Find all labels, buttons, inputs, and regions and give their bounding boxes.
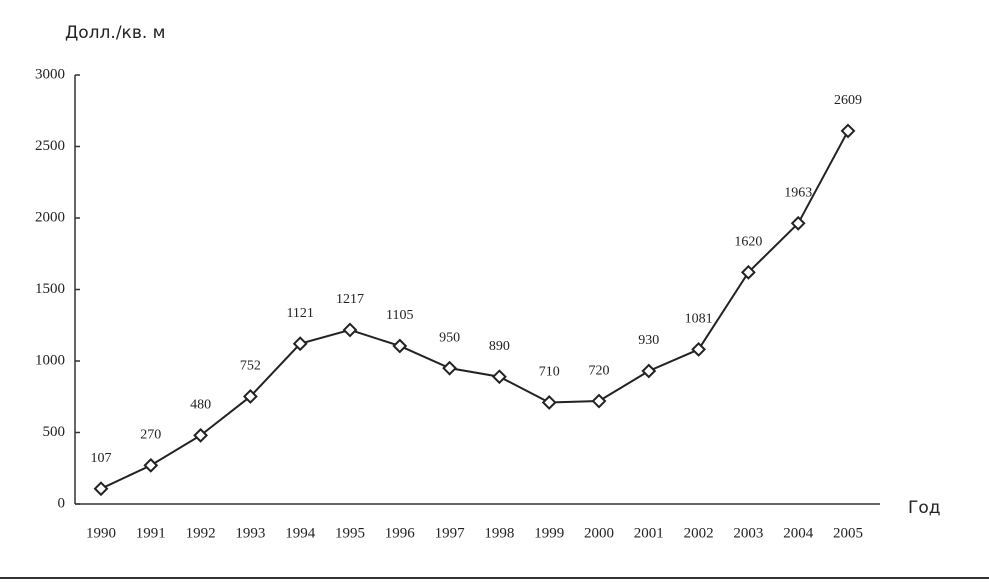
y-tick-label: 500 <box>43 424 66 440</box>
marker <box>790 215 806 231</box>
x-tick-label: 2004 <box>783 525 814 541</box>
data-label: 1217 <box>336 292 364 307</box>
marker <box>392 338 408 354</box>
y-tick-label: 1500 <box>35 281 65 297</box>
line <box>100 130 849 490</box>
data-label: 2609 <box>834 93 862 108</box>
marker <box>691 342 707 357</box>
y-tick-label: 0 <box>58 495 66 511</box>
marker <box>342 322 358 338</box>
x-tick-label: 1995 <box>335 525 365 541</box>
x-tick-label: 1999 <box>534 525 564 541</box>
marker <box>292 336 308 352</box>
x-tick-label: 1993 <box>235 525 265 541</box>
data-label: 930 <box>638 333 659 348</box>
x-tick-label: 2001 <box>634 525 664 541</box>
x-axis-title: Год <box>908 498 941 518</box>
marker <box>740 264 756 280</box>
data-label: 1105 <box>386 308 413 323</box>
x-tick-label: 2005 <box>833 525 863 541</box>
y-axis-title: Долл./кв. м <box>65 23 165 43</box>
marker <box>143 457 159 473</box>
marker <box>641 363 657 379</box>
data-label: 270 <box>140 428 161 443</box>
data-label: 710 <box>539 365 560 380</box>
marker <box>442 360 458 376</box>
data-label: 480 <box>190 398 211 413</box>
data-label: 720 <box>589 363 610 378</box>
y-tick-label: 3000 <box>35 66 65 82</box>
data-label: 1081 <box>685 312 713 327</box>
marker <box>93 481 109 497</box>
marker <box>491 369 507 385</box>
data-label: 950 <box>439 330 460 345</box>
x-tick-label: 2002 <box>684 525 714 541</box>
data-label: 752 <box>240 359 261 374</box>
marker <box>242 389 258 404</box>
data-label: 107 <box>91 451 112 466</box>
data-label: 1121 <box>286 306 313 321</box>
x-tick-label: 1991 <box>136 525 166 541</box>
y-tick-label: 1000 <box>35 352 65 368</box>
x-tick-label: 2000 <box>584 525 614 541</box>
x-tick-label: 2003 <box>733 525 763 541</box>
y-tick-label: 2500 <box>35 138 65 154</box>
marker <box>193 427 209 443</box>
data-label: 1620 <box>734 235 762 250</box>
x-tick-label: 1994 <box>285 525 316 541</box>
x-tick-label: 1992 <box>186 525 216 541</box>
x-tick-label: 1990 <box>86 525 116 541</box>
y-tick-label: 2000 <box>35 209 65 225</box>
marker <box>840 123 856 139</box>
x-tick-label: 1997 <box>435 525 466 541</box>
data-label: 1963 <box>784 186 812 201</box>
x-tick-label: 1996 <box>385 525 416 541</box>
x-tick-label: 1998 <box>484 525 514 541</box>
marker <box>541 395 557 410</box>
marker <box>591 393 607 409</box>
data-label: 890 <box>489 339 510 354</box>
